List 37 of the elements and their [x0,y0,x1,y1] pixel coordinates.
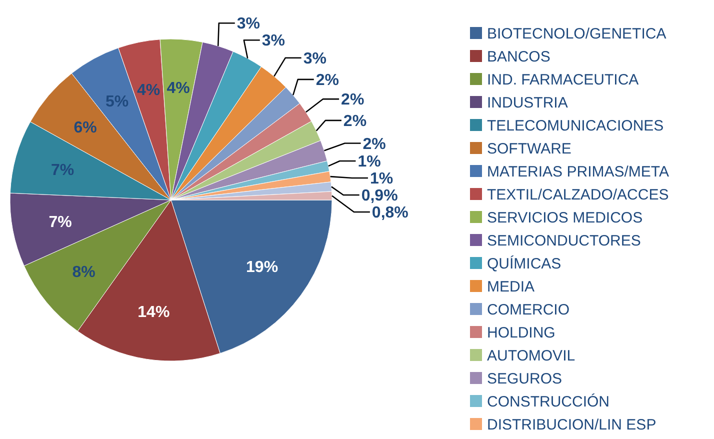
data-label: 1% [370,170,394,188]
data-label: 19% [246,259,278,276]
legend-label: HOLDING [487,324,556,342]
data-label: 3% [262,32,286,50]
legend-label: SOFTWARE [487,140,572,158]
data-label: 7% [50,162,74,179]
data-label: 2% [341,92,364,109]
data-label: 4% [166,80,190,98]
data-label: 0,8% [372,204,408,222]
legend-label: BIOTECNOLO/GENETICA [487,25,666,42]
legend-label: INDUSTRIA [487,94,568,112]
data-label: 3% [303,50,326,68]
legend-label: MATERIAS PRIMAS/META [487,163,669,180]
data-label: 3% [236,16,260,33]
legend-label: COMERCIO [487,301,570,318]
legend-label: SERVICIOS MEDICOS [487,209,643,226]
legend-label: AUTOMOVIL [487,347,576,364]
data-label: 14% [138,304,170,321]
legend-label: BANCOS [487,48,550,66]
legend-label: CONSTRUCCIÓN [487,392,610,410]
legend-label: TELECOMUNICACIONES [487,117,664,134]
data-label: 2% [343,113,367,130]
legend-label: MEDIA [487,278,535,296]
data-label: 8% [72,264,96,282]
data-label: 7% [48,214,72,231]
legend-label: QUÍMICAS [487,254,562,272]
legend-label: TEXTIL/CALZADO/ACCES [487,186,669,204]
data-label: 0,9% [361,188,398,205]
legend-label: DISTRIBUCION/LIN ESP [487,416,656,434]
legend-label: SEGUROS [487,370,562,388]
data-label: 6% [74,119,97,136]
data-label: 4% [136,82,160,100]
data-label: 2% [316,72,339,90]
legend-label: IND. FARMACEUTICA [487,71,639,88]
data-label: 1% [358,154,381,171]
legend-label: SEMICONDUCTORES [487,232,641,250]
data-label: 2% [362,136,386,153]
